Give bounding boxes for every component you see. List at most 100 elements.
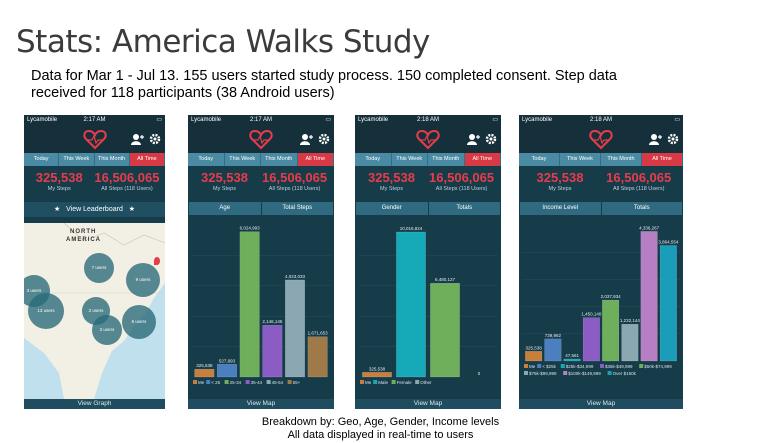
total-steps-button[interactable]: Total Steps <box>261 202 333 215</box>
legend-label: Other <box>420 380 432 385</box>
age-button[interactable]: Age <box>189 202 261 215</box>
heart-logo-icon <box>589 129 613 150</box>
bar-value-label: 0 <box>478 371 481 376</box>
tab-today[interactable]: Today <box>188 153 225 166</box>
star-icon: ★ <box>54 206 61 213</box>
time-range-tabs: Today This Week This Month All Time <box>188 153 334 166</box>
time-range-tabs: Today This Week This Month All Time <box>355 153 501 166</box>
my-steps-value: 325,538 <box>367 170 415 185</box>
bar-value-label: 739,962 <box>545 333 562 338</box>
legend-label: Me <box>365 380 372 385</box>
view-leaderboard-button[interactable]: ★ View Leaderboard ★ <box>24 202 165 217</box>
totals-button[interactable]: Totals <box>601 202 682 215</box>
totals-button[interactable]: Totals <box>428 202 500 215</box>
all-steps-value: 16,506,065 <box>262 170 328 185</box>
battery-icon: ▭ <box>674 117 680 123</box>
legend-label: Female <box>397 380 413 385</box>
age-bar-chart: 325,538 527,993 6,024,993 2,146,146 4,023,03… <box>191 226 331 385</box>
bar-value-label: 2,146,146 <box>262 319 283 324</box>
legend-swatch <box>639 364 644 368</box>
bar--75k-99-999 <box>621 324 639 362</box>
gear-icon[interactable] <box>485 133 497 145</box>
bar-value-label: 6,480,127 <box>435 277 456 282</box>
legend-label: $25k-$34,999 <box>566 364 594 369</box>
legend-label: 55+ <box>293 380 301 385</box>
all-steps-label: All Steps (118 Users) <box>101 186 153 192</box>
tab-this-week[interactable]: This Week <box>59 153 95 166</box>
map-cluster[interactable]: 6 users <box>122 305 156 339</box>
tab-this-week[interactable]: This Week <box>225 153 261 166</box>
tab-this-week[interactable]: This Week <box>392 153 428 166</box>
my-steps-label: My Steps <box>47 186 71 192</box>
gear-icon[interactable] <box>149 133 161 145</box>
phone-screen-gender: Lycamobile 2:18 AM ▭ Today This Week Thi… <box>355 115 501 409</box>
steps-summary: 325,538 16,506,065 My Steps All Steps (1… <box>24 166 165 202</box>
battery-icon: ▭ <box>156 117 162 123</box>
bar-me <box>525 351 543 362</box>
carrier-label: Lycamobile <box>191 117 222 123</box>
bar-female <box>430 283 460 378</box>
star-icon: ★ <box>128 206 135 213</box>
add-user-icon[interactable] <box>467 133 481 145</box>
bar-value-label: 1,232,144 <box>620 318 641 323</box>
legend-label: $100k-$149,999 <box>568 371 601 376</box>
tab-today[interactable]: Today <box>355 153 392 166</box>
app-header <box>24 126 165 153</box>
tab-this-month[interactable]: This Month <box>601 153 642 166</box>
leaderboard-label: View Leaderboard <box>66 206 123 213</box>
legend-label: 45-54 <box>272 380 284 385</box>
my-steps-value: 325,538 <box>536 170 584 185</box>
legend-label: Male <box>378 380 388 385</box>
legend-swatch <box>391 380 396 384</box>
bar-25-34 <box>239 231 260 378</box>
phone-screen-geo: Lycamobile 2:17 AM ▭ Today This Week Thi… <box>24 115 165 409</box>
app-header <box>355 126 501 153</box>
add-user-icon[interactable] <box>649 133 663 145</box>
tab-this-month[interactable]: This Month <box>95 153 130 166</box>
gender-button[interactable]: Gender <box>356 202 428 215</box>
tab-this-month[interactable]: This Month <box>428 153 465 166</box>
view-map-button[interactable]: View Map <box>355 399 501 409</box>
gear-icon[interactable] <box>667 133 679 145</box>
tab-all-time[interactable]: All Time <box>464 153 501 166</box>
tab-all-time[interactable]: All Time <box>129 153 165 166</box>
legend-label: $35k-$49,999 <box>605 364 633 369</box>
legend-swatch <box>360 380 364 384</box>
map-cluster[interactable]: 7 users <box>84 253 114 283</box>
my-steps-value: 325,538 <box>35 170 83 185</box>
tab-this-month[interactable]: This Month <box>261 153 298 166</box>
bar-value-label: 1,450,140 <box>581 312 602 317</box>
bar-me <box>362 372 392 378</box>
user-map[interactable]: NORTH AMERICA 3 users 13 users 7 users 9… <box>24 223 165 399</box>
all-steps-label: All Steps (118 Users) <box>612 186 665 192</box>
map-cluster[interactable]: 3 users <box>92 315 122 345</box>
status-bar: Lycamobile 2:17 AM ▭ <box>24 115 165 126</box>
bar-45-54 <box>285 279 305 378</box>
view-graph-button[interactable]: View Graph <box>24 399 165 409</box>
all-steps-label: All Steps (118 Users) <box>435 186 488 192</box>
legend-label: Me <box>529 364 536 369</box>
map-cluster[interactable]: 13 users <box>28 293 64 329</box>
grouping-buttons: Age Total Steps <box>188 202 334 215</box>
tab-all-time[interactable]: All Time <box>642 153 683 166</box>
tab-this-week[interactable]: This Week <box>560 153 601 166</box>
my-steps-label: My Steps <box>380 186 403 192</box>
tab-today[interactable]: Today <box>24 153 60 166</box>
bar-value-label: 325,538 <box>369 366 386 371</box>
all-steps-value: 16,506,065 <box>606 170 672 185</box>
tab-today[interactable]: Today <box>519 153 560 166</box>
gear-icon[interactable] <box>318 133 330 145</box>
legend-swatch <box>524 371 528 375</box>
view-map-button[interactable]: View Map <box>519 399 683 409</box>
add-user-icon[interactable] <box>300 133 314 145</box>
income-level-button[interactable]: Income Level <box>520 202 601 215</box>
grouping-buttons: Income Level Totals <box>519 202 683 215</box>
tab-all-time[interactable]: All Time <box>297 153 334 166</box>
add-user-icon[interactable] <box>131 133 145 145</box>
bar-35-44 <box>262 325 283 378</box>
legend-swatch <box>537 364 542 368</box>
location-pin-icon[interactable] <box>154 257 160 265</box>
map-cluster[interactable]: 9 users <box>126 263 160 297</box>
view-map-button[interactable]: View Map <box>188 399 334 409</box>
slide-subtitle: Data for Mar 1 - Jul 13. 155 users start… <box>31 68 617 101</box>
